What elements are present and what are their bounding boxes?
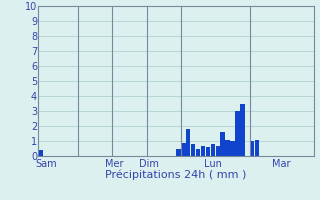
Bar [39,150,43,156]
Text: Mer: Mer [105,159,124,169]
Bar [196,148,200,156]
Bar [186,129,190,156]
Text: Dim: Dim [139,159,159,169]
Bar [230,141,235,156]
Text: Mar: Mar [272,159,291,169]
Bar [255,140,259,156]
Bar [225,140,230,156]
Text: Lun: Lun [204,159,222,169]
Text: Sam: Sam [35,159,57,169]
Bar [206,147,210,156]
Bar [216,146,220,156]
Bar [240,104,244,156]
X-axis label: Précipitations 24h ( mm ): Précipitations 24h ( mm ) [105,170,247,180]
Bar [220,132,225,156]
Bar [211,144,215,156]
Bar [250,141,254,156]
Bar [181,142,186,156]
Bar [201,146,205,156]
Bar [176,148,181,156]
Bar [191,144,196,156]
Bar [235,111,240,156]
